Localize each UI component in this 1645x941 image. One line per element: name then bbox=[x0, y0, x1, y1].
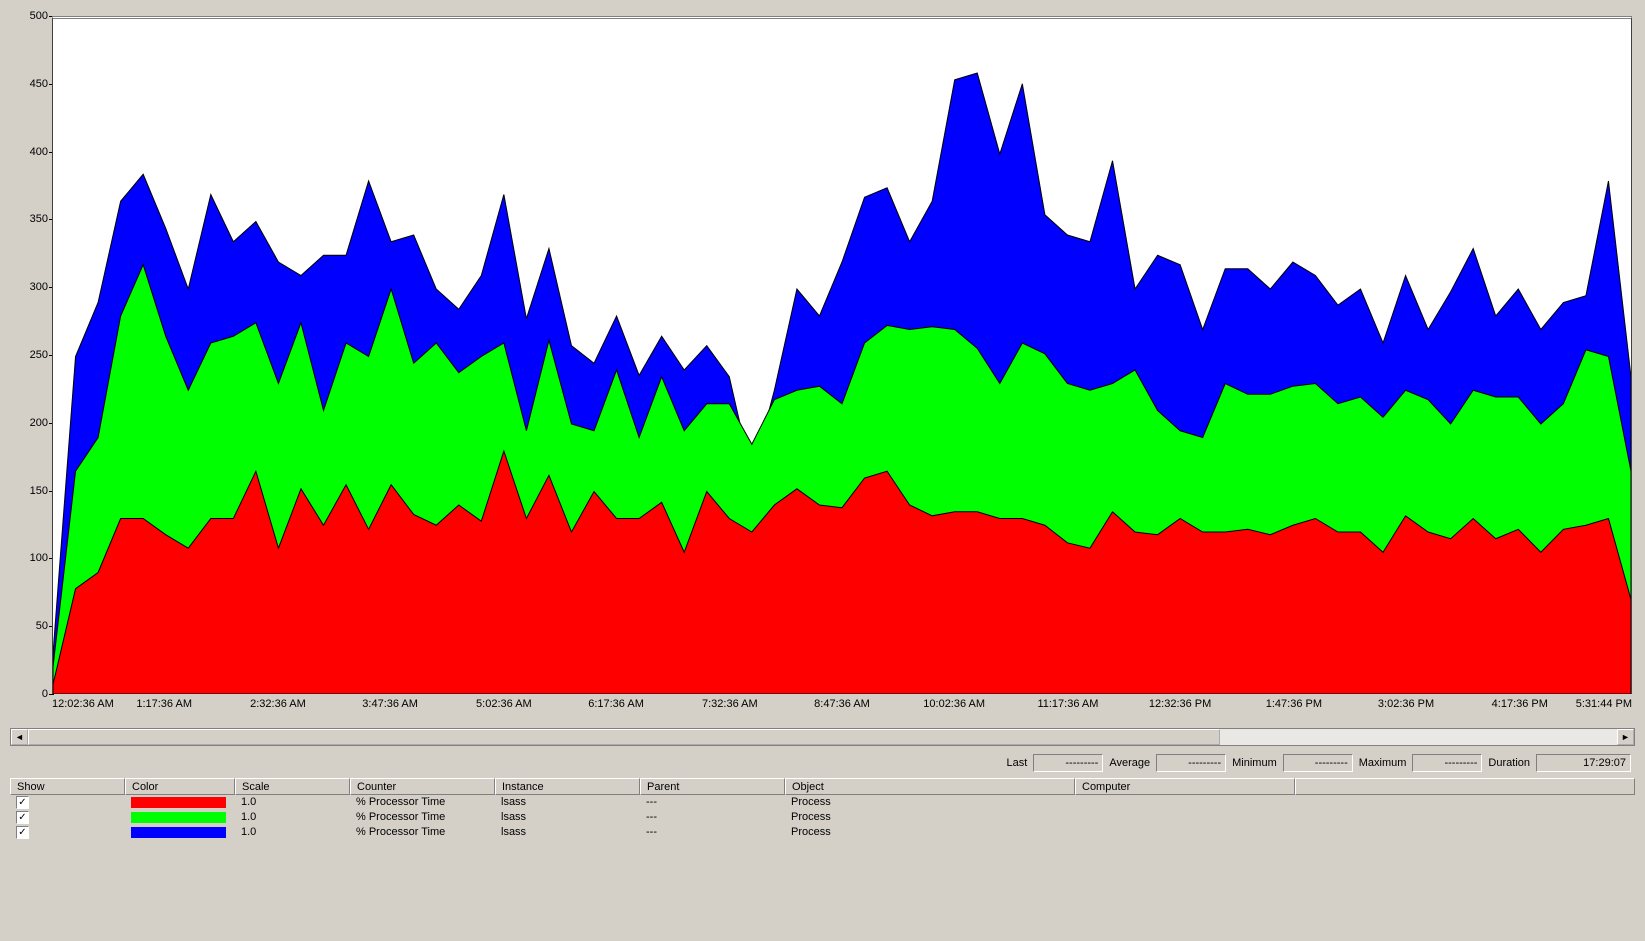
instance-cell: lsass bbox=[495, 810, 640, 825]
counter-table-body: ✓ 1.0% Processor Timelsass---Process ✓ 1.0%… bbox=[10, 795, 1635, 840]
stat-last-label: Last bbox=[1007, 757, 1028, 769]
y-tick: 300 bbox=[30, 281, 48, 293]
scroll-right-button[interactable]: ► bbox=[1617, 729, 1634, 745]
column-header[interactable]: Parent bbox=[640, 778, 785, 795]
computer-cell bbox=[1075, 795, 1295, 810]
counter-cell: % Processor Time bbox=[350, 810, 495, 825]
stat-last-value: --------- bbox=[1033, 754, 1103, 772]
parent-cell: --- bbox=[640, 810, 785, 825]
show-checkbox-cell[interactable]: ✓ bbox=[10, 795, 125, 810]
counter-table-header: ShowColorScaleCounterInstanceParentObjec… bbox=[10, 778, 1635, 795]
counter-cell: % Processor Time bbox=[350, 825, 495, 840]
x-tick: 1:47:36 PM bbox=[1266, 698, 1322, 710]
stat-duration-value: 17:29:07 bbox=[1536, 754, 1631, 772]
object-cell: Process bbox=[785, 795, 1075, 810]
stat-maximum-label: Maximum bbox=[1359, 757, 1407, 769]
x-tick: 8:47:36 AM bbox=[814, 698, 870, 710]
column-header[interactable]: Scale bbox=[235, 778, 350, 795]
y-tick: 250 bbox=[30, 349, 48, 361]
scale-cell: 1.0 bbox=[235, 825, 350, 840]
y-tick: 0 bbox=[42, 688, 48, 700]
y-tick: 400 bbox=[30, 146, 48, 158]
x-tick: 10:02:36 AM bbox=[923, 698, 985, 710]
checkbox-icon[interactable]: ✓ bbox=[16, 796, 29, 809]
stat-duration-label: Duration bbox=[1488, 757, 1530, 769]
x-tick: 5:31:44 PM bbox=[1576, 698, 1632, 710]
x-tick: 6:17:36 AM bbox=[588, 698, 644, 710]
y-tick: 50 bbox=[36, 620, 48, 632]
x-axis: 12:02:36 AM 1:17:36 AM 2:32:36 AM 3:47:36 A… bbox=[52, 696, 1632, 724]
stat-minimum-value: --------- bbox=[1283, 754, 1353, 772]
color-cell bbox=[125, 825, 235, 840]
color-swatch bbox=[131, 827, 226, 838]
y-tick: 150 bbox=[30, 485, 48, 497]
column-header[interactable]: Color bbox=[125, 778, 235, 795]
checkbox-icon[interactable]: ✓ bbox=[16, 826, 29, 839]
checkbox-icon[interactable]: ✓ bbox=[16, 811, 29, 824]
x-tick: 5:02:36 AM bbox=[476, 698, 532, 710]
area-chart-svg bbox=[53, 19, 1631, 694]
counter-cell: % Processor Time bbox=[350, 795, 495, 810]
y-tick: 100 bbox=[30, 552, 48, 564]
scroll-left-button[interactable]: ◄ bbox=[11, 729, 28, 745]
column-header[interactable]: Instance bbox=[495, 778, 640, 795]
x-tick: 7:32:36 AM bbox=[702, 698, 758, 710]
x-tick: 4:17:36 PM bbox=[1492, 698, 1548, 710]
chart-panel: 0 50 100 150 200 250 300 350 400 450 500 12:02:36 … bbox=[10, 10, 1635, 724]
column-header[interactable]: Counter bbox=[350, 778, 495, 795]
y-tick: 200 bbox=[30, 417, 48, 429]
x-tick: 3:02:36 PM bbox=[1378, 698, 1434, 710]
column-header[interactable]: Computer bbox=[1075, 778, 1295, 795]
scale-cell: 1.0 bbox=[235, 795, 350, 810]
instance-cell: lsass bbox=[495, 825, 640, 840]
counter-table: ShowColorScaleCounterInstanceParentObjec… bbox=[10, 778, 1635, 840]
horizontal-scrollbar[interactable]: ◄ ► bbox=[10, 728, 1635, 746]
x-tick: 2:32:36 AM bbox=[250, 698, 306, 710]
stat-minimum-label: Minimum bbox=[1232, 757, 1277, 769]
plot-area bbox=[52, 16, 1632, 694]
object-cell: Process bbox=[785, 810, 1075, 825]
x-tick: 3:47:36 AM bbox=[362, 698, 418, 710]
y-tick: 350 bbox=[30, 213, 48, 225]
stat-average-label: Average bbox=[1109, 757, 1150, 769]
computer-cell bbox=[1075, 825, 1295, 840]
table-row[interactable]: ✓ 1.0% Processor Timelsass---Process bbox=[10, 825, 1635, 840]
column-header[interactable]: Show bbox=[10, 778, 125, 795]
x-tick: 1:17:36 AM bbox=[136, 698, 192, 710]
color-swatch bbox=[131, 812, 226, 823]
x-tick: 12:02:36 AM bbox=[52, 698, 114, 710]
y-axis: 050100150200250300350400450500 bbox=[10, 16, 50, 694]
stats-bar: Last --------- Average --------- Minimum… bbox=[10, 752, 1635, 774]
x-tick: 11:17:36 AM bbox=[1037, 698, 1098, 710]
scroll-track[interactable] bbox=[28, 729, 1617, 745]
color-swatch bbox=[131, 797, 226, 808]
table-row[interactable]: ✓ 1.0% Processor Timelsass---Process bbox=[10, 810, 1635, 825]
instance-cell: lsass bbox=[495, 795, 640, 810]
column-header[interactable]: Object bbox=[785, 778, 1075, 795]
object-cell: Process bbox=[785, 825, 1075, 840]
y-tick: 500 bbox=[30, 10, 48, 22]
column-header[interactable] bbox=[1295, 778, 1635, 795]
stat-maximum-value: --------- bbox=[1412, 754, 1482, 772]
color-cell bbox=[125, 795, 235, 810]
y-tick: 450 bbox=[30, 78, 48, 90]
show-checkbox-cell[interactable]: ✓ bbox=[10, 825, 125, 840]
parent-cell: --- bbox=[640, 825, 785, 840]
color-cell bbox=[125, 810, 235, 825]
scroll-thumb[interactable] bbox=[28, 729, 1220, 745]
show-checkbox-cell[interactable]: ✓ bbox=[10, 810, 125, 825]
computer-cell bbox=[1075, 810, 1295, 825]
table-row[interactable]: ✓ 1.0% Processor Timelsass---Process bbox=[10, 795, 1635, 810]
x-tick: 12:32:36 PM bbox=[1149, 698, 1211, 710]
scale-cell: 1.0 bbox=[235, 810, 350, 825]
parent-cell: --- bbox=[640, 795, 785, 810]
stat-average-value: --------- bbox=[1156, 754, 1226, 772]
